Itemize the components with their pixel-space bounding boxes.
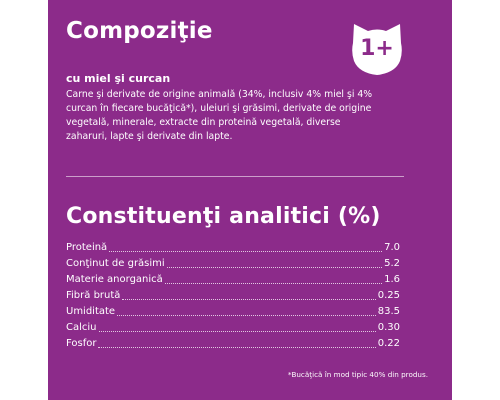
dot-leader bbox=[98, 331, 376, 332]
composition-title: Compoziţie bbox=[66, 18, 213, 44]
composition-subtitle: cu miel şi curcan bbox=[66, 72, 171, 85]
analysis-label: Umiditate bbox=[66, 306, 116, 317]
analysis-value: 0.22 bbox=[377, 338, 400, 349]
analysis-label: Materie anorganică bbox=[66, 274, 163, 285]
dot-leader bbox=[122, 299, 376, 300]
dot-leader bbox=[164, 283, 383, 284]
analysis-value: 1.6 bbox=[384, 274, 400, 285]
analysis-label: Conţinut de grăsimi bbox=[66, 258, 165, 269]
dot-leader bbox=[117, 315, 376, 316]
analysis-label: Fibră brută bbox=[66, 290, 121, 301]
analysis-row: Fosfor 0.22 bbox=[66, 336, 400, 352]
section-divider bbox=[66, 176, 404, 177]
info-panel: Compoziţie 1+ cu miel şi curcan Carne şi… bbox=[48, 0, 452, 400]
analytical-title: Constituenţi analitici (%) bbox=[66, 204, 381, 229]
analysis-value: 0.30 bbox=[377, 322, 400, 333]
analysis-value: 7.0 bbox=[384, 242, 400, 253]
analysis-label: Fosfor bbox=[66, 338, 97, 349]
dot-leader bbox=[166, 267, 383, 268]
analysis-label: Calciu bbox=[66, 322, 97, 333]
age-badge-text: 1+ bbox=[360, 36, 394, 61]
analysis-value: 83.5 bbox=[377, 306, 400, 317]
dot-leader bbox=[109, 251, 383, 252]
analysis-label: Proteină bbox=[66, 242, 108, 253]
dot-leader bbox=[98, 347, 376, 348]
cat-head-icon bbox=[352, 24, 402, 75]
analysis-row: Proteină 7.0 bbox=[66, 240, 400, 256]
analysis-row: Conţinut de grăsimi 5.2 bbox=[66, 256, 400, 272]
analysis-row: Fibră brută 0.25 bbox=[66, 288, 400, 304]
analytical-list: Proteină 7.0 Conţinut de grăsimi 5.2 Mat… bbox=[66, 240, 400, 352]
analysis-row: Materie anorganică 1.6 bbox=[66, 272, 400, 288]
age-badge: 1+ bbox=[340, 10, 414, 80]
analysis-row: Calciu 0.30 bbox=[66, 320, 400, 336]
composition-description: Carne şi derivate de origine animală (34… bbox=[66, 89, 373, 142]
analysis-value: 0.25 bbox=[377, 290, 400, 301]
footnote: *Bucăţică în mod tipic 40% din produs. bbox=[287, 370, 428, 379]
analysis-value: 5.2 bbox=[384, 258, 400, 269]
analysis-row: Umiditate 83.5 bbox=[66, 304, 400, 320]
